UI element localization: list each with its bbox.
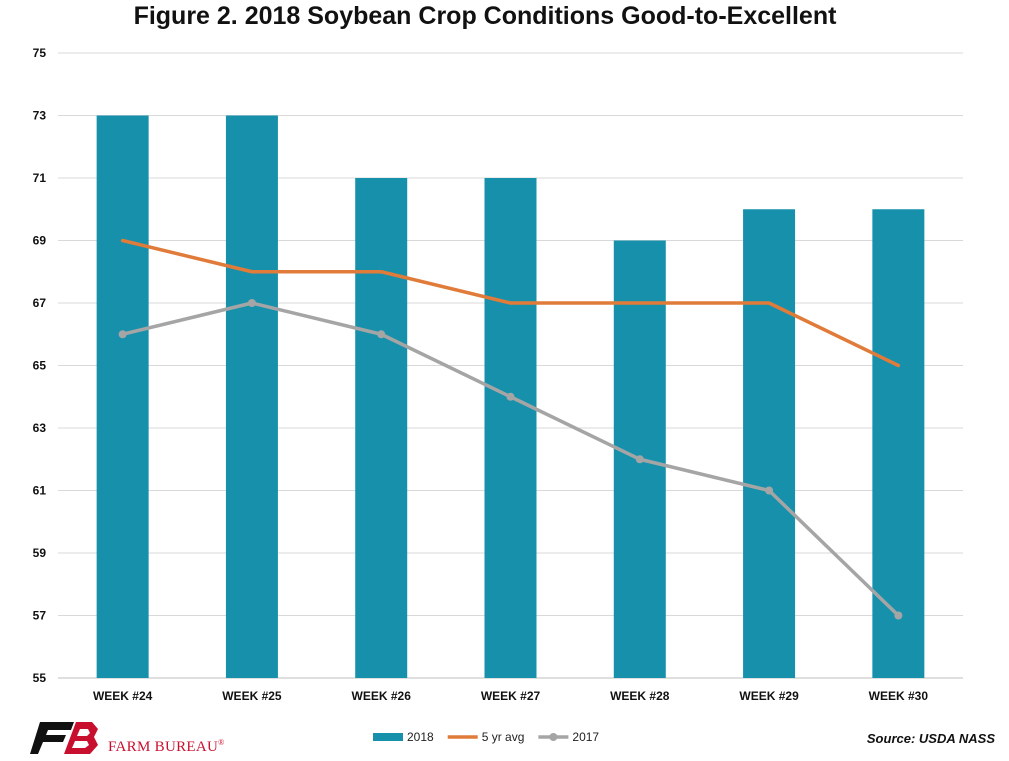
bar-2018 (225, 115, 278, 678)
x-tick-label: WEEK #29 (739, 689, 799, 703)
x-tick-label: WEEK #25 (222, 689, 282, 703)
series-lines (118, 238, 903, 620)
line-point (765, 486, 774, 495)
legend-label: 5 yr avg (482, 730, 525, 744)
legend-label: 2018 (407, 730, 434, 744)
y-tick-label: 63 (33, 421, 47, 435)
y-tick-label: 59 (33, 546, 47, 560)
legend: 2018 5 yr avg 2017 (373, 730, 599, 744)
bar-2018 (484, 178, 537, 678)
x-tick-label: WEEK #28 (610, 689, 670, 703)
line-point (635, 455, 644, 464)
x-tick-label: WEEK #26 (352, 689, 412, 703)
bar-2018 (355, 178, 408, 678)
legend-swatch (373, 733, 403, 741)
y-tick-label: 71 (33, 171, 47, 185)
line-series (120, 238, 901, 368)
bars-2018 (96, 115, 925, 678)
bar-2018 (96, 115, 149, 678)
line-point (377, 330, 386, 339)
y-tick-label: 61 (33, 484, 47, 498)
x-tick-label: WEEK #30 (869, 689, 929, 703)
y-tick-label: 57 (33, 609, 47, 623)
x-tick-label: WEEK #27 (481, 689, 541, 703)
bar-2018 (743, 209, 796, 678)
y-axis-ticks: 55 57 59 61 63 65 67 69 71 73 75 (33, 46, 47, 685)
y-tick-label: 69 (33, 234, 47, 248)
chart-title: Figure 2. 2018 Soybean Crop Conditions G… (133, 2, 837, 30)
y-tick-label: 75 (33, 46, 47, 60)
y-tick-label: 67 (33, 296, 47, 310)
line-point (247, 299, 256, 307)
x-tick-label: WEEK #24 (93, 689, 153, 703)
line-point (506, 392, 515, 401)
bar-2018 (872, 209, 925, 678)
source-note: Source: USDA NASS (866, 731, 995, 746)
legend-label: 2017 (572, 730, 599, 744)
line-point (894, 611, 903, 620)
line-point (118, 330, 127, 339)
farm-bureau-logo (30, 722, 98, 754)
legend-marker (549, 733, 558, 741)
x-axis-ticks: WEEK #24 WEEK #25 WEEK #26 WEEK #27 WEEK #28… (93, 689, 928, 703)
y-tick-label: 55 (33, 671, 47, 685)
y-tick-label: 65 (33, 359, 47, 373)
y-tick-label: 73 (33, 109, 47, 123)
farm-bureau-wordmark: FARM BUREAU® (108, 738, 225, 755)
